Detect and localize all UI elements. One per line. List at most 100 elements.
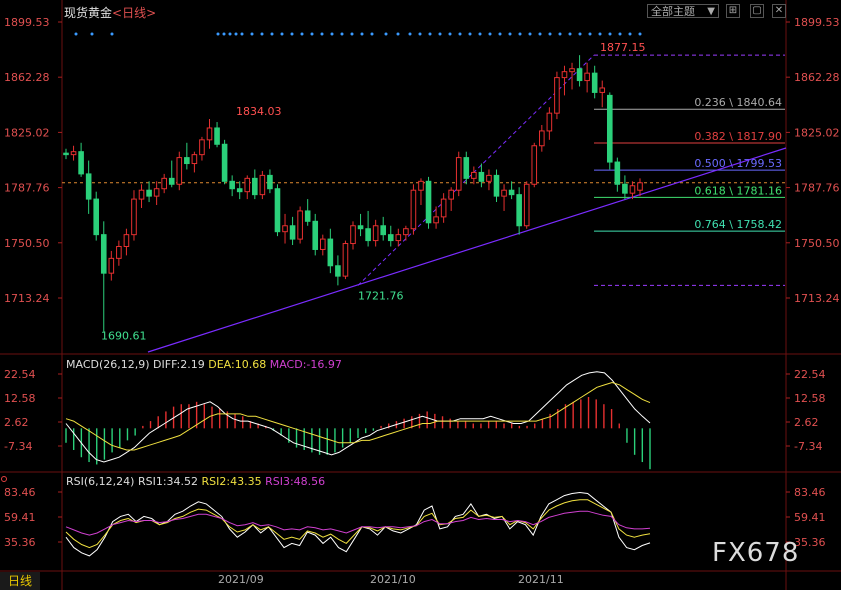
candle-up [372, 225, 379, 242]
rsi2-line [65, 499, 651, 549]
candle-up [599, 87, 606, 93]
macd-axis-label-left: 12.58 [4, 392, 36, 405]
candle-down [365, 228, 371, 242]
candle-up [70, 151, 77, 156]
candle-up [410, 189, 417, 230]
candle-down [425, 180, 432, 224]
price-axis-label-left: 1825.02 [4, 126, 50, 139]
candle-down [168, 177, 175, 185]
signal-dot [74, 32, 78, 36]
candle-up [395, 234, 402, 242]
price-axis-label-left: 1862.28 [4, 71, 50, 84]
signal-dot [428, 32, 432, 36]
signal-dot [250, 32, 254, 36]
period-next-arrow[interactable]: > [146, 6, 157, 20]
fib-label-0.618: 0.618 \ 1781.16 [694, 184, 782, 197]
rsi-legend: RSI(6,12,24) RSI1:34.52 RSI2:43.35 RSI3:… [66, 475, 325, 488]
candle-up [554, 77, 560, 114]
candle-up [546, 112, 553, 132]
price-axis-label-right: 1750.50 [794, 237, 840, 250]
candle-up [206, 127, 213, 141]
rsi-axis-label-right: 35.36 [794, 536, 826, 549]
signal-dot [350, 32, 354, 36]
candle-up [501, 189, 507, 197]
candle-down [63, 152, 69, 156]
candle-up [455, 157, 462, 191]
candle-up [584, 72, 590, 82]
signal-dot [508, 32, 512, 36]
annotation-low-1690: 1690.61 [101, 330, 147, 343]
period-label[interactable]: 日线 [122, 6, 147, 20]
candle-down [274, 188, 281, 233]
macd-axis-label-right: 2.62 [794, 416, 819, 429]
annotation-high-1834: 1834.03 [236, 105, 282, 118]
candle-down [516, 194, 522, 227]
instrument-name: 现货黄金 [64, 6, 113, 20]
signal-dot [598, 32, 602, 36]
rsi-axis-label-left: 59.41 [4, 511, 36, 524]
macd-axis-label-right: 22.54 [794, 368, 826, 381]
signal-dot [110, 32, 114, 36]
candle-up [123, 234, 130, 248]
candle-up [629, 185, 636, 194]
rsi-axis-label-left: 83.46 [4, 486, 36, 499]
support-trendline [147, 147, 787, 353]
signal-dot [240, 32, 244, 36]
price-axis-label-right: 1713.24 [794, 292, 840, 305]
period-tab[interactable]: 日线 [0, 572, 40, 590]
candle-up [523, 183, 530, 227]
candle-up [108, 257, 115, 274]
signal-dot [270, 32, 274, 36]
candle-down [252, 177, 258, 196]
candle-up [433, 216, 439, 224]
period-prev-arrow[interactable]: < [112, 6, 123, 20]
signal-dot [370, 32, 374, 36]
top-bar: 现货黄金<日线> 全部主题 ▼ ⊞ ▢ ✕ [0, 0, 841, 20]
window-icon[interactable]: ▢ [750, 4, 764, 18]
close-icon[interactable]: ✕ [772, 4, 786, 18]
signal-dot [320, 32, 324, 36]
candle-up [531, 145, 538, 185]
macd-axis-label-right: -7.34 [794, 440, 822, 453]
price-axis-label-left: 1899.53 [4, 16, 50, 29]
rsi1-value: RSI1:34.52 [137, 475, 199, 488]
signal-dot [448, 32, 452, 36]
signal-dot [300, 32, 304, 36]
candle-up [191, 154, 198, 165]
macd-axis-label-left: 22.54 [4, 368, 36, 381]
candle-up [176, 157, 183, 185]
signal-dot [228, 32, 232, 36]
signal-dot [618, 32, 622, 36]
signal-dot [588, 32, 592, 36]
theme-select[interactable]: 全部主题 ▼ [647, 4, 719, 18]
signal-dot [478, 32, 482, 36]
candle-down [463, 157, 470, 179]
candle-down [236, 188, 243, 193]
macd-dea-line [65, 381, 651, 451]
grid-icon[interactable]: ⊞ [726, 4, 740, 18]
candle-up [138, 189, 145, 200]
candle-up [297, 210, 303, 240]
candle-up [282, 225, 288, 233]
candle-up [539, 130, 545, 147]
candle-up [418, 180, 424, 191]
fib-label-0.236: 0.236 \ 1840.64 [694, 96, 782, 109]
candle-down [184, 157, 190, 165]
rsi-name: RSI(6,12,24) [66, 475, 135, 488]
candle-down [78, 151, 84, 175]
candle-down [508, 189, 515, 196]
candle-up [153, 188, 160, 197]
signal-dot [488, 32, 492, 36]
signal-dot [458, 32, 462, 36]
candle-up [342, 243, 349, 277]
macd-axis-label-right: 12.58 [794, 392, 826, 405]
candle-up [448, 189, 454, 200]
candle-down [146, 189, 152, 197]
candle-up [131, 198, 137, 236]
candle-down [221, 143, 228, 182]
signal-dot [558, 32, 562, 36]
candle-down [214, 127, 220, 145]
signal-dot [638, 32, 642, 36]
signal-dot [518, 32, 522, 36]
